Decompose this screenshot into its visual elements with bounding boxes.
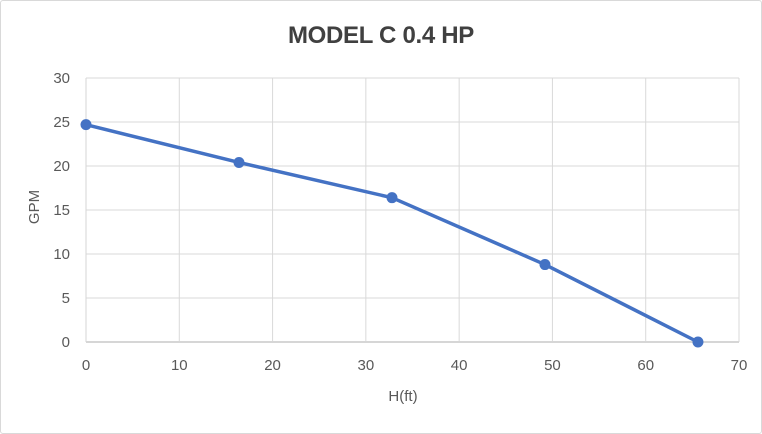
x-axis-title: H(ft)	[388, 388, 417, 405]
series-line	[84, 122, 700, 344]
chart-title: MODEL C 0.4 HP	[288, 22, 474, 49]
x-tick-label: 30	[358, 357, 375, 374]
data-point	[80, 119, 92, 131]
x-tick-label: 10	[171, 357, 188, 374]
y-tick-label: 25	[53, 114, 70, 131]
x-tick-label: 0	[82, 357, 90, 374]
y-tick-label: 5	[62, 290, 70, 307]
y-tick-label: 30	[53, 70, 70, 87]
y-tick-label: 10	[53, 246, 70, 263]
data-series	[80, 119, 704, 348]
y-tick-label: 0	[62, 334, 70, 351]
x-tick-label: 50	[544, 357, 561, 374]
tick-labels: 0 5 10 15 20 25 30 0 10 20 30 40 50 60 70	[53, 70, 747, 374]
data-point	[692, 336, 704, 348]
y-axis-title: GPM	[26, 190, 43, 224]
data-point	[386, 192, 398, 204]
y-tick-label: 15	[53, 202, 70, 219]
data-point	[233, 156, 245, 168]
x-tick-label: 70	[731, 357, 748, 374]
gridlines	[86, 77, 740, 342]
data-point	[539, 259, 551, 271]
y-tick-label: 20	[53, 158, 70, 175]
x-tick-label: 60	[637, 357, 654, 374]
x-tick-label: 20	[264, 357, 281, 374]
x-tick-label: 40	[451, 357, 468, 374]
